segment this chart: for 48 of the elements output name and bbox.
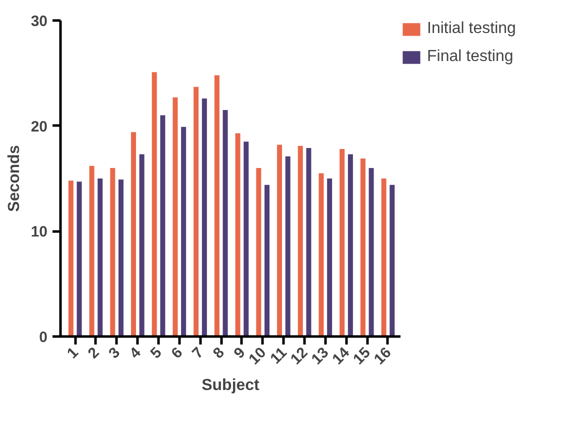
bar [110, 168, 116, 336]
x-axis-title: Subject [202, 377, 260, 394]
bar [194, 86, 199, 336]
bar [118, 180, 124, 336]
y-axis-title: Seconds [6, 145, 23, 212]
x-tick-label: 3 [106, 344, 124, 362]
bar [131, 132, 136, 336]
bar [244, 142, 249, 336]
bar [306, 148, 312, 336]
bar [348, 154, 353, 336]
bar [235, 133, 240, 336]
bar [89, 166, 94, 336]
x-tick-label: 5 [147, 344, 166, 362]
legend-label: Final testing [427, 48, 514, 66]
bar [318, 173, 324, 336]
y-tick-label: 20 [30, 118, 48, 136]
x-tick-label: 8 [210, 344, 228, 362]
legend-label: Initial testing [427, 20, 516, 38]
bar [222, 110, 228, 336]
bar [340, 149, 345, 336]
y-tick-label: 0 [39, 329, 48, 346]
bar [152, 72, 157, 336]
x-tick-label: 7 [189, 344, 207, 362]
bar [214, 75, 220, 336]
bar [160, 115, 166, 336]
bar [76, 182, 82, 336]
x-tick-label: 1 [64, 344, 82, 362]
bar [98, 178, 103, 336]
bar [390, 184, 395, 336]
y-tick-label: 10 [30, 224, 48, 241]
bar [202, 98, 207, 336]
bar [256, 168, 262, 336]
bar [68, 180, 74, 336]
bar [139, 154, 144, 336]
bar [327, 178, 332, 336]
bar [360, 158, 366, 336]
bar [181, 126, 186, 336]
bar [285, 156, 290, 336]
bar [368, 168, 374, 336]
x-tick-label: 4 [126, 344, 145, 362]
bar [298, 146, 303, 336]
bar [172, 97, 178, 336]
bar [264, 184, 270, 336]
y-tick-label: 30 [30, 13, 48, 30]
x-tick-label: 2 [84, 344, 103, 362]
bar [381, 178, 386, 336]
x-tick-label: 6 [168, 344, 186, 362]
bar [277, 144, 282, 336]
